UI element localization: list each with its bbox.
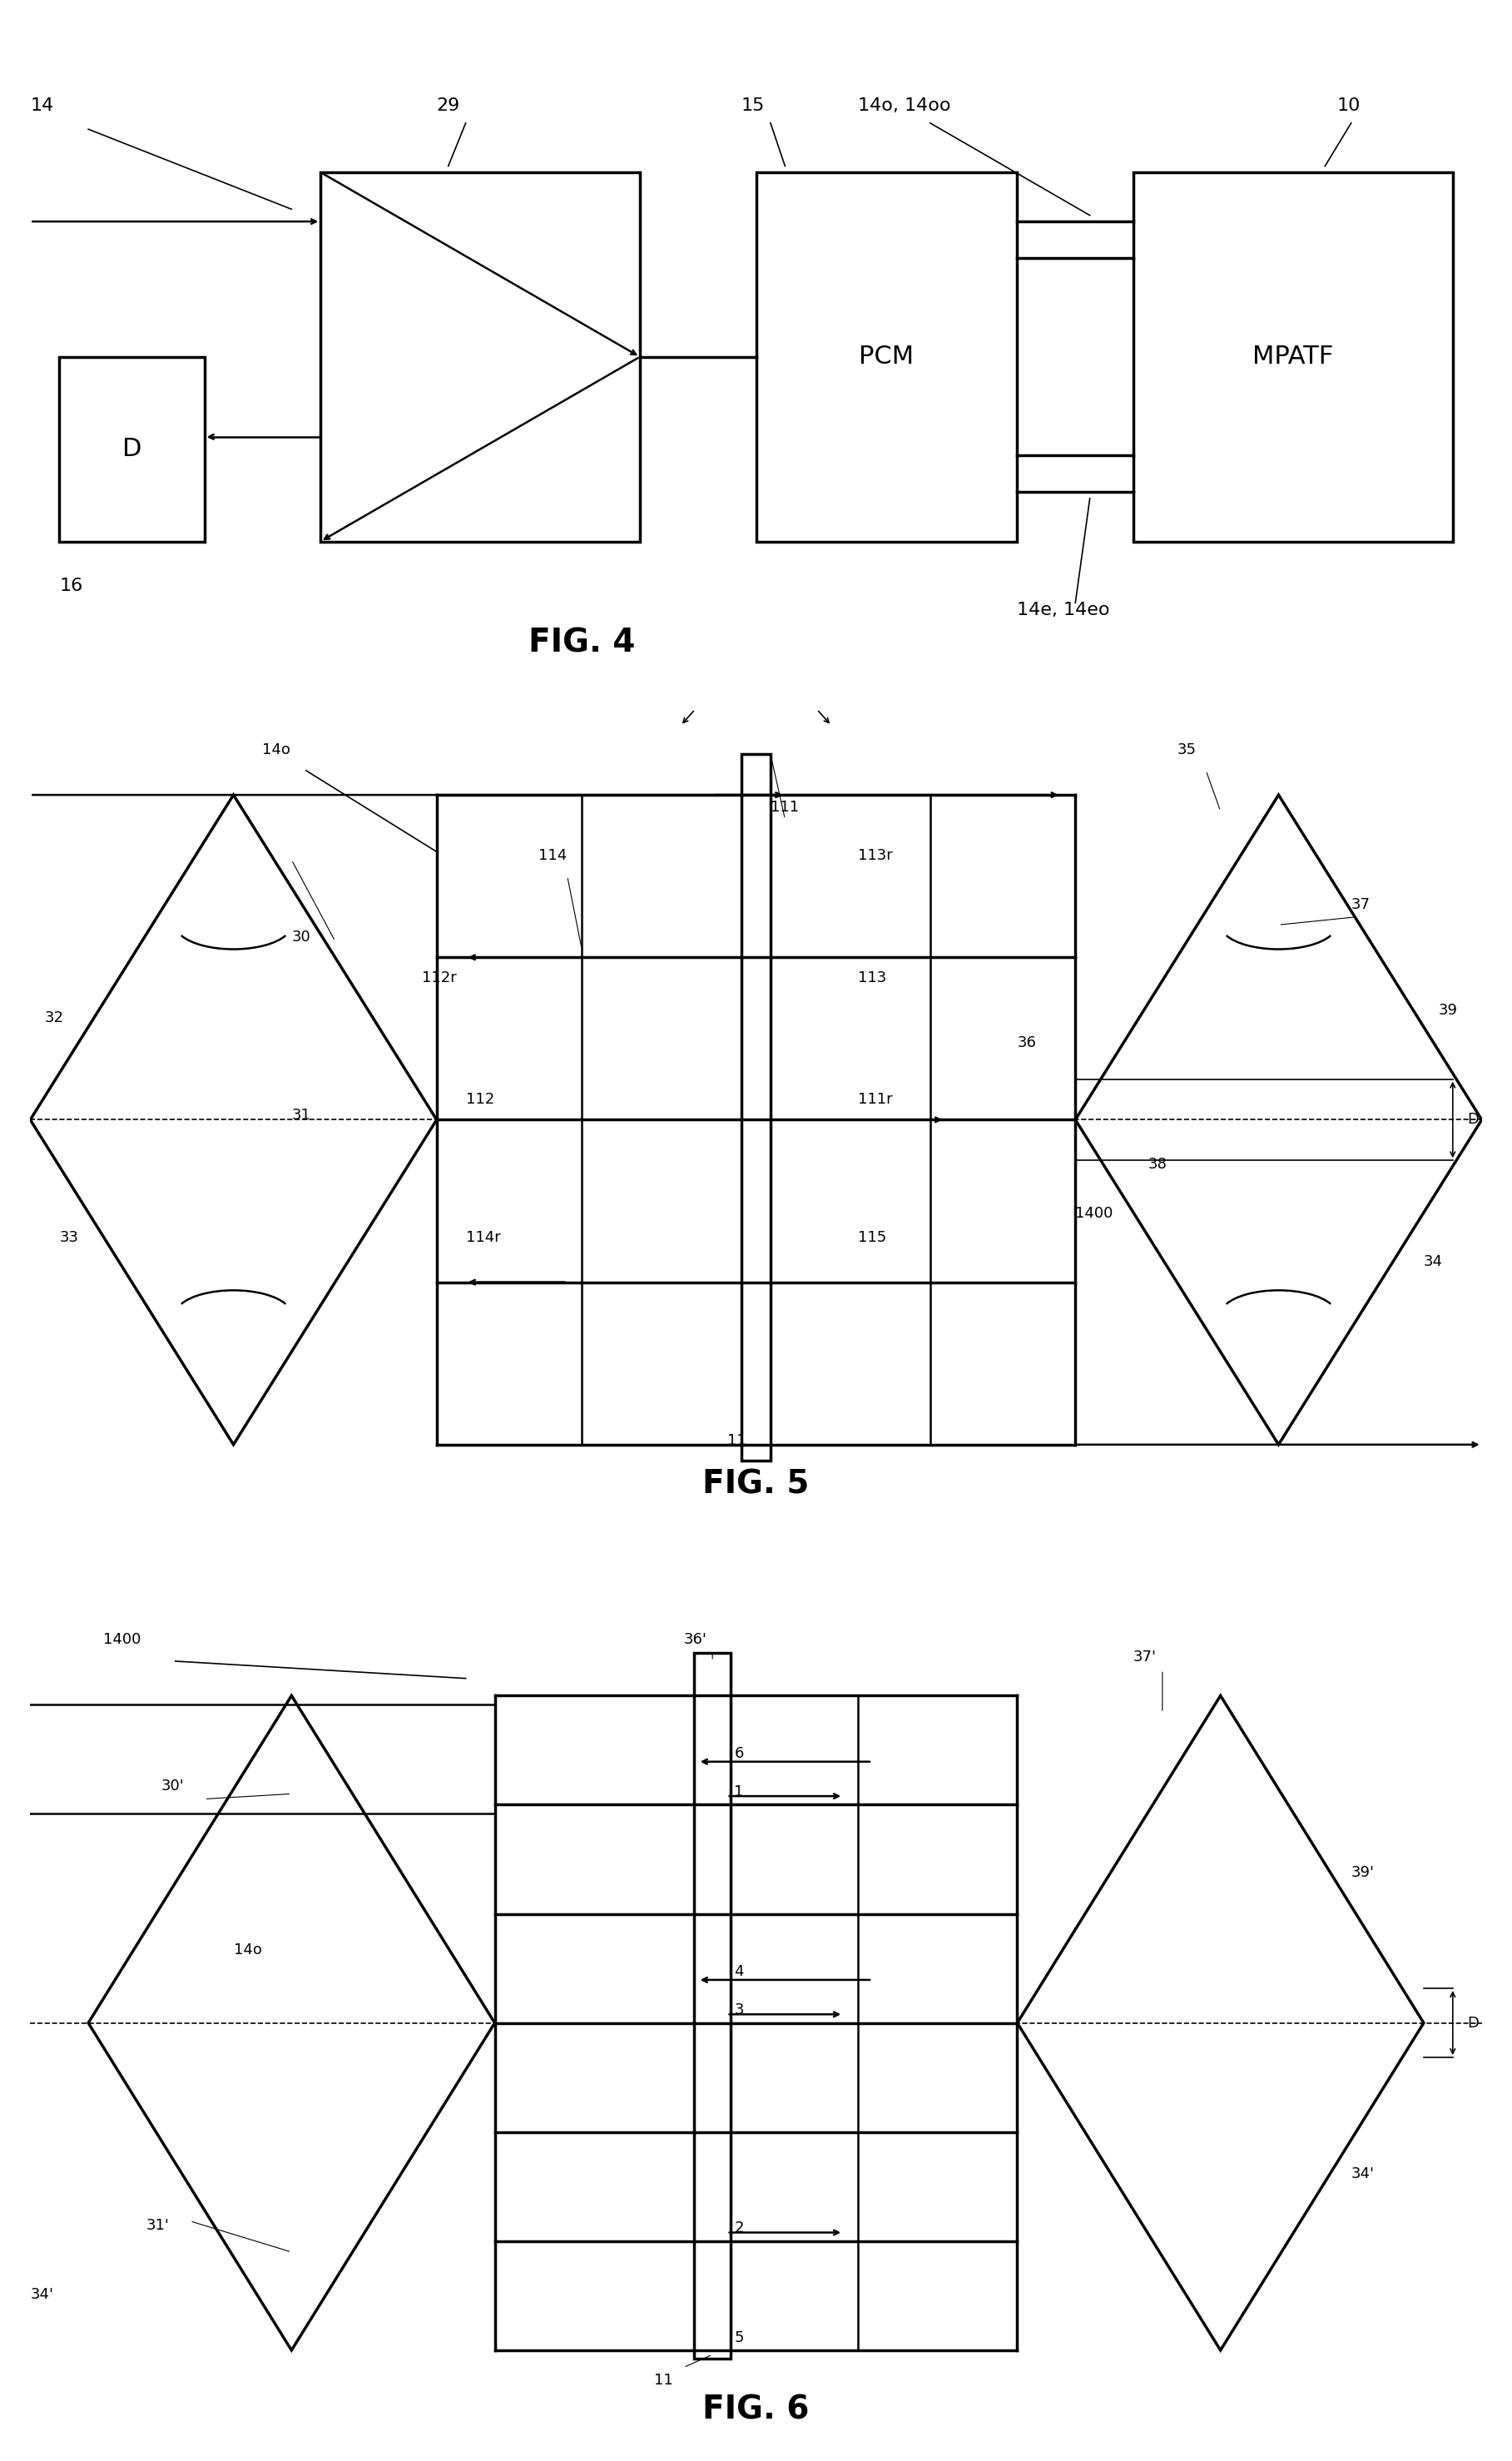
Text: 5: 5 xyxy=(735,2331,744,2345)
Text: MPATF: MPATF xyxy=(1252,345,1334,369)
Text: FIG. 4: FIG. 4 xyxy=(528,628,635,660)
Text: 30: 30 xyxy=(292,930,310,945)
Text: 10: 10 xyxy=(1337,98,1361,113)
Text: 111: 111 xyxy=(771,800,798,815)
Text: 38: 38 xyxy=(1148,1157,1167,1171)
Text: 11: 11 xyxy=(727,1432,745,1447)
Text: 6: 6 xyxy=(735,1745,744,1760)
Text: 115: 115 xyxy=(857,1230,886,1245)
Text: 4: 4 xyxy=(735,1964,744,1979)
Text: 14: 14 xyxy=(30,98,54,113)
Text: 37': 37' xyxy=(1134,1649,1157,1664)
Text: 16: 16 xyxy=(59,578,83,593)
Text: 3: 3 xyxy=(735,2003,744,2018)
Text: 36': 36' xyxy=(683,1632,706,1646)
Text: 14o, 14oo: 14o, 14oo xyxy=(857,98,951,113)
Text: 111r: 111r xyxy=(857,1093,892,1107)
Bar xyxy=(741,756,771,1462)
Text: 113: 113 xyxy=(857,970,886,984)
Text: D: D xyxy=(1467,1112,1479,1127)
Text: 2: 2 xyxy=(735,2220,744,2237)
Text: 37: 37 xyxy=(1352,896,1370,913)
Text: 34': 34' xyxy=(30,2286,53,2301)
Text: D: D xyxy=(122,438,142,460)
Text: FIG. 6: FIG. 6 xyxy=(703,2395,809,2427)
Text: 39': 39' xyxy=(1352,1865,1374,1880)
Text: PCM: PCM xyxy=(859,345,915,369)
Text: 113r: 113r xyxy=(857,849,892,864)
Text: 1400: 1400 xyxy=(1075,1206,1113,1221)
Text: 14e, 14eo: 14e, 14eo xyxy=(1018,603,1110,618)
Text: 11: 11 xyxy=(655,2372,673,2387)
Text: 1: 1 xyxy=(735,1784,744,1799)
Text: 1400: 1400 xyxy=(103,1632,141,1646)
Text: 36: 36 xyxy=(1018,1036,1036,1051)
Text: 112: 112 xyxy=(466,1093,494,1107)
Bar xyxy=(694,1654,730,2358)
Text: 31: 31 xyxy=(292,1107,310,1122)
Text: 32: 32 xyxy=(45,1011,64,1026)
Text: 34: 34 xyxy=(1424,1255,1442,1270)
Text: 15: 15 xyxy=(741,98,765,113)
Text: 33: 33 xyxy=(59,1230,79,1245)
Text: 30': 30' xyxy=(160,1779,184,1794)
Text: D: D xyxy=(1467,2016,1479,2030)
Text: 29: 29 xyxy=(437,98,460,113)
Text: 14o: 14o xyxy=(233,1942,262,1956)
Text: 112r: 112r xyxy=(422,970,457,984)
Text: 31': 31' xyxy=(147,2217,169,2232)
Text: 34': 34' xyxy=(1352,2166,1374,2180)
Text: 39: 39 xyxy=(1438,1002,1458,1016)
Text: 114: 114 xyxy=(538,849,567,864)
Text: 114r: 114r xyxy=(466,1230,500,1245)
Text: 35: 35 xyxy=(1176,743,1196,758)
Text: FIG. 5: FIG. 5 xyxy=(703,1469,809,1501)
Text: 14o: 14o xyxy=(263,743,290,758)
